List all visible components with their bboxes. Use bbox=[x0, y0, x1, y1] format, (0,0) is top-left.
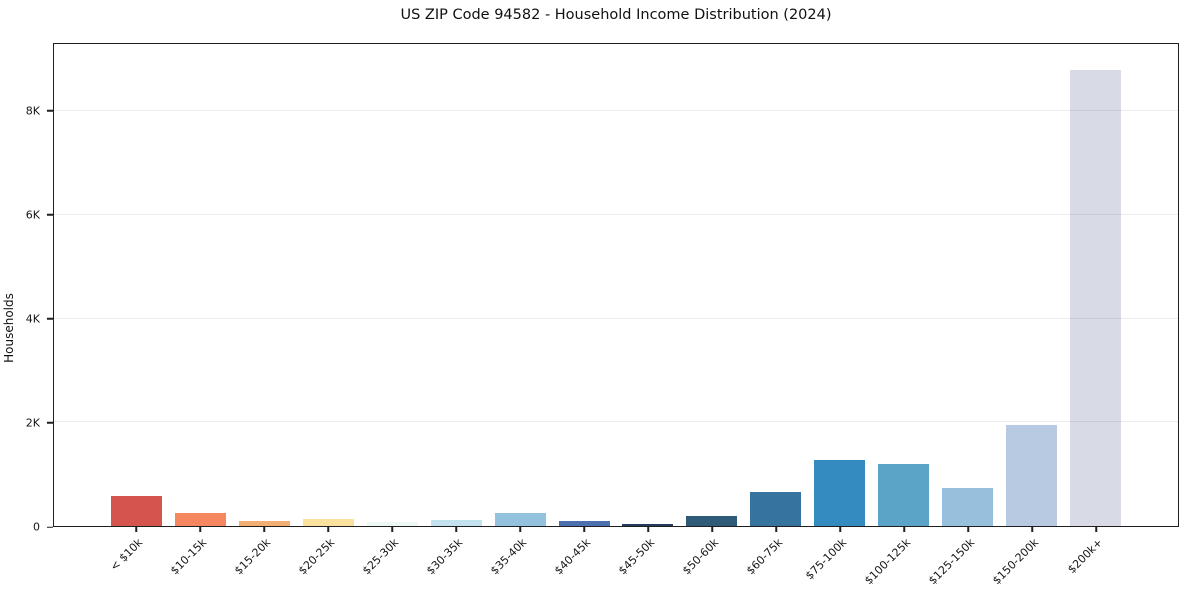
y-tick-mark bbox=[47, 526, 53, 528]
bar-$25-30k bbox=[366, 522, 418, 526]
x-axis: < $10k $10-15k $15-20k $20-25k $25-30k $30-35… bbox=[53, 527, 1179, 589]
x-tick-label-$45-50k: $45-50k bbox=[615, 536, 658, 578]
x-tick-label-$60-75k: $60-75k bbox=[743, 536, 786, 578]
bar-$15-20k bbox=[239, 521, 291, 526]
chart-title: US ZIP Code 94582 - Household Income Dis… bbox=[400, 7, 832, 23]
bar-slot bbox=[552, 44, 616, 526]
y-tick-label-0: 0 bbox=[33, 520, 40, 534]
x-tick-mark bbox=[647, 527, 649, 532]
x-slot: $30-35k bbox=[424, 527, 488, 589]
x-tick-label-$200k+: $200k+ bbox=[1065, 536, 1106, 577]
bar-slot bbox=[744, 44, 808, 526]
bar-< $10k bbox=[111, 495, 163, 526]
x-slot: $100-125k bbox=[862, 527, 936, 589]
x-tick-mark bbox=[839, 527, 841, 532]
x-slot: $75-100k bbox=[803, 527, 872, 589]
y-tick-mark bbox=[47, 318, 53, 320]
x-slot: $45-50k bbox=[616, 527, 680, 589]
x-tick-mark bbox=[775, 527, 777, 532]
bar-$100-125k bbox=[877, 463, 929, 526]
y-tick-label-8K: 8K bbox=[25, 104, 40, 118]
bar-$50-60k bbox=[686, 515, 738, 526]
bar-slot bbox=[424, 44, 488, 526]
bar-$125-150k bbox=[941, 488, 993, 526]
x-slot: $50-60k bbox=[680, 527, 744, 589]
y-tick-mark bbox=[47, 422, 53, 424]
y-tick-mark bbox=[47, 109, 53, 112]
bar-slot bbox=[935, 44, 999, 526]
x-slot: $200k+ bbox=[1064, 527, 1128, 589]
x-slot: $20-25k bbox=[296, 527, 360, 589]
x-slot: $150-200k bbox=[990, 527, 1064, 589]
y-tick-mark bbox=[47, 214, 53, 216]
bar-$75-100k bbox=[814, 459, 866, 526]
bar-$35-40k bbox=[494, 512, 546, 526]
x-tick-label-$20-25k: $20-25k bbox=[295, 536, 338, 578]
bar-$40-45k bbox=[558, 520, 610, 526]
x-tick-mark bbox=[519, 527, 521, 532]
y-tick-label-6K: 6K bbox=[25, 208, 40, 222]
x-tick-label-$50-60k: $50-60k bbox=[679, 536, 722, 578]
y-axis-label: Households bbox=[2, 293, 16, 363]
x-tick-mark bbox=[967, 527, 969, 532]
bar-slot bbox=[297, 44, 361, 526]
x-tick-label-< $10k: < $10k bbox=[107, 536, 146, 574]
bar-$60-75k bbox=[750, 492, 802, 526]
bar-slot bbox=[680, 44, 744, 526]
x-tick-mark bbox=[1031, 527, 1033, 532]
x-tick-mark bbox=[135, 527, 137, 532]
y-axis: Households 0 2K 4K 6K 8K bbox=[0, 43, 53, 534]
plot-area bbox=[53, 43, 1179, 527]
bar-slot bbox=[233, 44, 297, 526]
bar-$30-35k bbox=[430, 519, 482, 526]
x-tick-mark bbox=[391, 527, 393, 532]
x-slot: < $10k bbox=[104, 527, 168, 589]
bar-$200k+ bbox=[1069, 69, 1121, 526]
x-tick-mark bbox=[583, 527, 585, 532]
y-tick-label-2K: 2K bbox=[25, 416, 40, 430]
bar-slot bbox=[1063, 44, 1127, 526]
x-slot: $125-150k bbox=[926, 527, 1000, 589]
bar-$45-50k bbox=[622, 523, 674, 526]
x-slot: $60-75k bbox=[744, 527, 808, 589]
x-slot: $40-45k bbox=[552, 527, 616, 589]
y-tick-label-4K: 4K bbox=[25, 312, 40, 326]
x-tick-mark bbox=[1095, 527, 1097, 532]
x-tick-mark bbox=[199, 527, 201, 532]
x-tick-mark bbox=[903, 527, 905, 532]
x-slot: $35-40k bbox=[488, 527, 552, 589]
x-tick-label-$40-45k: $40-45k bbox=[551, 536, 594, 578]
bar-$20-25k bbox=[303, 518, 355, 526]
bar-slot bbox=[999, 44, 1063, 526]
x-slot: $25-30k bbox=[360, 527, 424, 589]
x-tick-mark bbox=[327, 527, 329, 532]
bars-row bbox=[54, 44, 1178, 526]
bar-$10-15k bbox=[175, 513, 227, 526]
x-tick-mark bbox=[455, 527, 457, 532]
bar-slot bbox=[808, 44, 872, 526]
bar-$150-200k bbox=[1005, 425, 1057, 526]
x-tick-label-$30-35k: $30-35k bbox=[423, 536, 466, 578]
x-slot: $10-15k bbox=[168, 527, 232, 589]
x-tick-mark bbox=[263, 527, 265, 532]
bar-slot bbox=[361, 44, 425, 526]
bar-slot bbox=[169, 44, 233, 526]
x-tick-label-$35-40k: $35-40k bbox=[487, 536, 530, 578]
bar-slot bbox=[872, 44, 936, 526]
x-tick-label-$25-30k: $25-30k bbox=[359, 536, 402, 578]
x-tick-label-$10-15k: $10-15k bbox=[167, 536, 210, 578]
bar-slot bbox=[616, 44, 680, 526]
bar-slot bbox=[488, 44, 552, 526]
x-tick-label-$75-100k: $75-100k bbox=[802, 536, 850, 583]
x-tick-mark bbox=[711, 527, 713, 532]
x-tick-label-$15-20k: $15-20k bbox=[231, 536, 274, 578]
x-slot: $15-20k bbox=[232, 527, 296, 589]
bar-slot bbox=[105, 44, 169, 526]
